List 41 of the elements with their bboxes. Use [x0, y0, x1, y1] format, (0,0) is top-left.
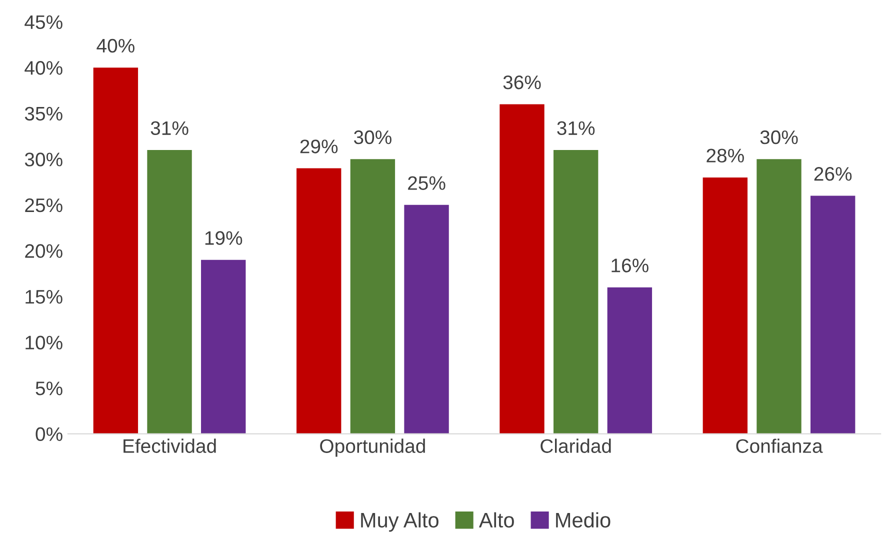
bar [147, 150, 192, 434]
data-label: 28% [706, 148, 744, 162]
y-tick-label: 35% [24, 106, 62, 121]
y-tick-label: 5% [36, 382, 62, 396]
y-tick-label: 0% [36, 427, 62, 442]
data-label: 25% [408, 176, 446, 190]
bar [500, 104, 544, 434]
y-tick-label: 30% [24, 152, 62, 166]
data-label: 40% [96, 38, 134, 53]
data-label: 31% [557, 121, 595, 136]
bar [296, 168, 342, 434]
bar [554, 150, 598, 434]
bar [702, 177, 748, 434]
y-tick-label: 25% [25, 198, 62, 212]
x-tick-label: Oportunidad [320, 438, 425, 457]
x-tick-label: Efectividad [124, 438, 216, 453]
bar [350, 159, 396, 434]
x-tick-label: Claridad [540, 438, 611, 453]
bar [810, 196, 856, 434]
legend-label: Alto [478, 512, 514, 528]
bar [756, 159, 802, 434]
data-label: 30% [354, 130, 392, 144]
bar [404, 204, 449, 434]
y-tick-label: 10% [26, 336, 62, 350]
y-tick-label: 15% [26, 290, 62, 304]
y-tick-label: 40% [24, 61, 62, 75]
legend-label: Medio [556, 512, 610, 528]
y-tick-label: 20% [25, 244, 62, 258]
bar [607, 287, 652, 434]
legend-label: Muy Alto [361, 512, 438, 532]
bar [93, 68, 138, 434]
bar [201, 260, 246, 434]
data-label: 16% [612, 258, 648, 272]
y-tick-label: 45% [24, 15, 62, 30]
data-label: 29% [300, 140, 338, 154]
data-label: 36% [503, 75, 541, 90]
data-label: 19% [205, 231, 242, 245]
x-tick-label: Confianza [736, 438, 823, 453]
data-label: 31% [150, 121, 188, 136]
data-label: 30% [760, 130, 798, 144]
data-label: 26% [814, 167, 852, 181]
